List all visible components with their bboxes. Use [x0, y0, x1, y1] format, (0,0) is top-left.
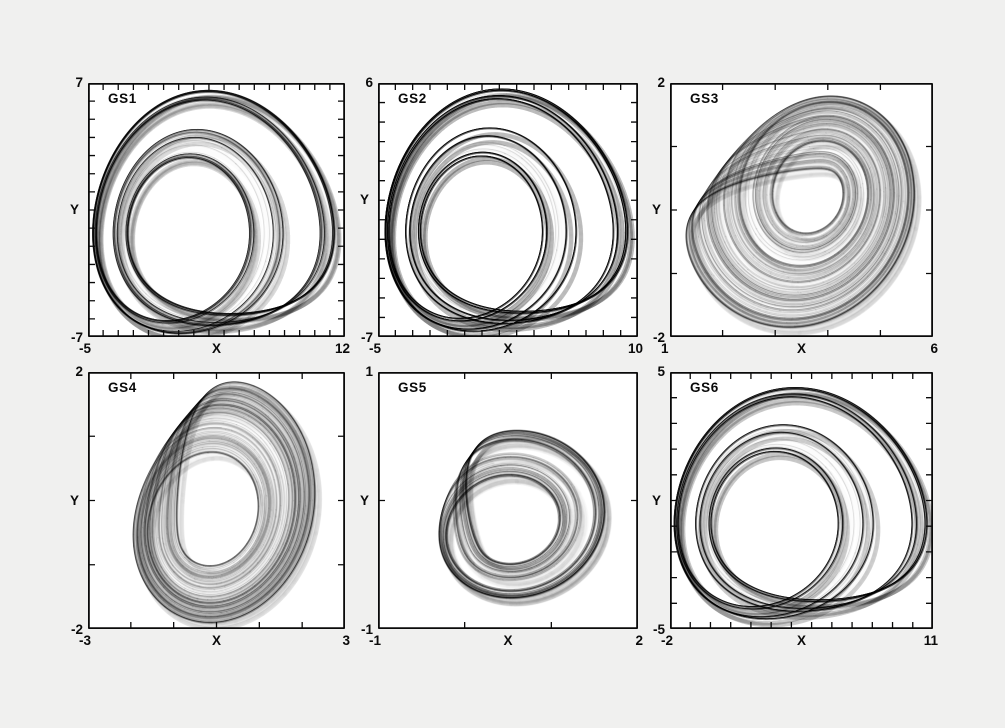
x-min-tick-label: -1 [369, 633, 382, 648]
x-max-tick-label: 11 [923, 633, 938, 648]
attractor-canvas [378, 372, 638, 629]
x-max-tick-label: 6 [930, 341, 938, 356]
y-min-tick-label: -7 [70, 329, 83, 345]
plot-panel-gs1: GS1 7 -7 Y -5 12 X [70, 76, 350, 355]
plot-panel-gs2: GS2 6 -7 Y -5 10 X [360, 76, 643, 355]
x-min-tick-label: -2 [661, 633, 674, 648]
panel-title: GS5 [398, 380, 427, 395]
x-max-tick-label: 2 [635, 633, 643, 648]
y-max-tick-label: 5 [657, 364, 665, 379]
x-min-tick-label: -5 [369, 341, 382, 356]
y-max-tick-label: 2 [75, 364, 83, 379]
plot-panel-gs3: GS3 2 -2 Y 1 6 X [652, 76, 938, 355]
x-max-tick-label: 3 [342, 633, 350, 648]
x-axis-label: X [503, 633, 513, 648]
y-axis-label: Y [359, 492, 369, 508]
y-min-tick-label: -2 [652, 329, 665, 345]
y-axis-label: Y [651, 202, 661, 217]
attractor-canvas [88, 372, 345, 629]
y-max-tick-label: 6 [365, 75, 373, 90]
panel-title: GS3 [690, 91, 719, 106]
y-axis-label: Y [69, 202, 79, 217]
x-axis-label: X [211, 341, 222, 356]
attractor-canvas [670, 372, 933, 629]
y-max-tick-label: 1 [365, 364, 373, 379]
x-axis-label: X [503, 341, 513, 356]
y-max-tick-label: 7 [75, 75, 83, 90]
attractor-canvas [88, 83, 345, 337]
panel-title: GS1 [108, 91, 137, 106]
attractor-canvas [378, 83, 638, 337]
plot-panel-gs6: GS6 5 -5 Y -2 11 X [652, 365, 938, 647]
x-axis-label: X [211, 633, 222, 648]
y-max-tick-label: 2 [657, 75, 665, 90]
y-min-tick-label: -5 [652, 621, 665, 637]
y-min-tick-label: -1 [360, 621, 373, 637]
y-axis-label: Y [359, 192, 369, 208]
x-min-tick-label: 1 [661, 341, 669, 356]
plot-panel-gs5: GS5 1 -1 Y -1 2 X [360, 365, 643, 647]
x-max-tick-label: 10 [627, 341, 643, 356]
x-axis-label: X [796, 341, 807, 356]
y-min-tick-label: -2 [70, 621, 83, 637]
x-min-tick-label: -3 [79, 633, 92, 648]
attractor-canvas [670, 83, 933, 337]
panel-title: GS4 [108, 380, 137, 395]
plot-panel-gs4: GS4 2 -2 Y -3 3 X [70, 365, 350, 647]
panel-title: GS6 [690, 380, 719, 395]
panel-title: GS2 [398, 91, 427, 106]
y-min-tick-label: -7 [360, 329, 373, 345]
y-axis-label: Y [69, 492, 79, 508]
x-min-tick-label: -5 [79, 341, 92, 356]
x-axis-label: X [796, 633, 807, 648]
x-max-tick-label: 12 [334, 341, 350, 356]
y-axis-label: Y [651, 492, 661, 508]
